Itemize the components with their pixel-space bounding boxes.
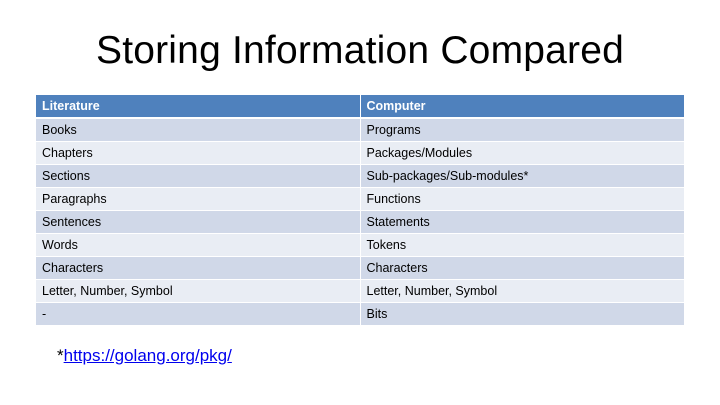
literature-cell: Sections	[36, 164, 361, 188]
computer-cell: Packages/Modules	[360, 141, 685, 165]
table-row: Sections Sub-packages/Sub-modules*	[36, 164, 685, 188]
slide-title: Storing Information Compared	[95, 29, 625, 72]
header-literature: Literature	[36, 95, 361, 119]
computer-cell: Bits	[360, 302, 685, 326]
literature-cell: Words	[36, 233, 361, 257]
computer-cell: Functions	[360, 187, 685, 211]
footnote: *https://golang.org/pkg/	[57, 345, 232, 367]
table-row: Paragraphs Functions	[36, 187, 685, 211]
table-row: Books Programs	[36, 118, 685, 142]
table-row: Sentences Statements	[36, 210, 685, 234]
literature-cell: Chapters	[36, 141, 361, 165]
table-row: Letter, Number, Symbol Letter, Number, S…	[36, 279, 685, 303]
comparison-table: Literature Computer Books Programs Chapt…	[36, 95, 685, 326]
table-row: Chapters Packages/Modules	[36, 141, 685, 165]
literature-cell: Letter, Number, Symbol	[36, 279, 361, 303]
footnote-link[interactable]: https://golang.org/pkg/	[63, 346, 232, 365]
literature-cell: Books	[36, 118, 361, 142]
header-computer: Computer	[360, 95, 685, 119]
literature-cell: Paragraphs	[36, 187, 361, 211]
computer-cell: Statements	[360, 210, 685, 234]
computer-cell: Sub-packages/Sub-modules*	[360, 164, 685, 188]
table-row: - Bits	[36, 302, 685, 326]
footnote-marker: *	[57, 346, 64, 365]
computer-cell: Tokens	[360, 233, 685, 257]
computer-cell: Letter, Number, Symbol	[360, 279, 685, 303]
literature-cell: -	[36, 302, 361, 326]
comparison-table-container: Literature Computer Books Programs Chapt…	[36, 95, 685, 326]
computer-cell: Programs	[360, 118, 685, 142]
table-header-row: Literature Computer	[36, 95, 685, 119]
computer-cell: Characters	[360, 256, 685, 280]
table-row: Words Tokens	[36, 233, 685, 257]
literature-cell: Characters	[36, 256, 361, 280]
literature-cell: Sentences	[36, 210, 361, 234]
table-row: Characters Characters	[36, 256, 685, 280]
